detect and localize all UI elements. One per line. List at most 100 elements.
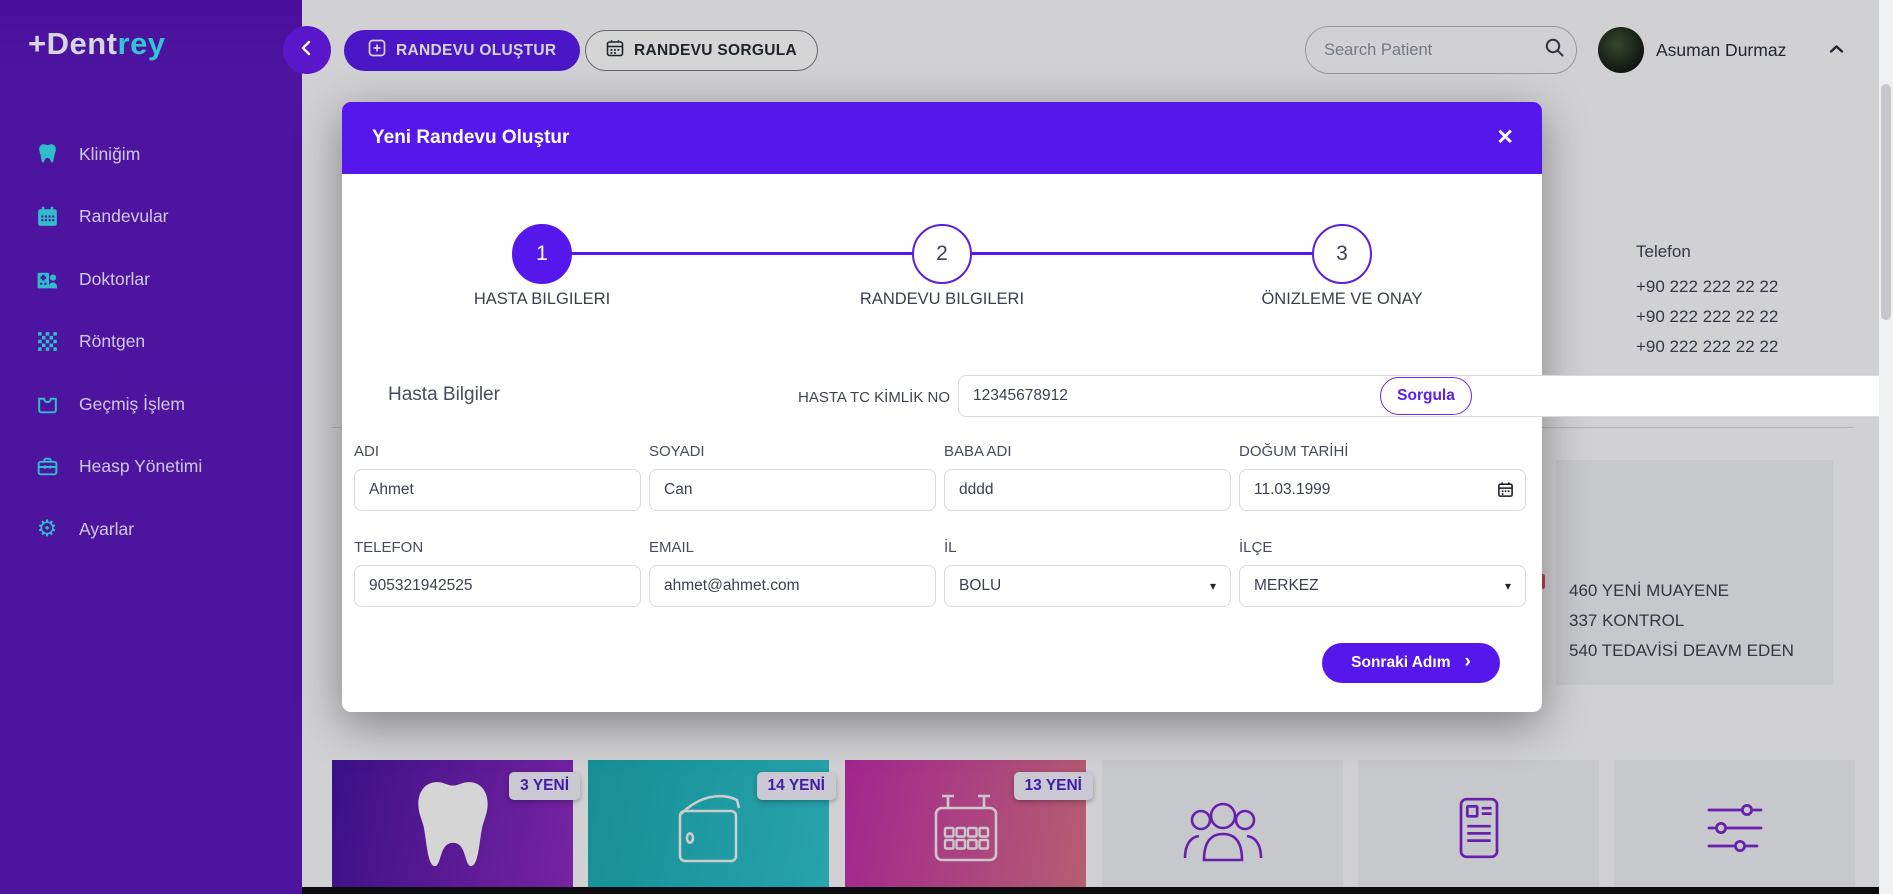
kpi-badge: 13 YENİ xyxy=(1013,772,1093,800)
kpi-card-payments[interactable]: 14 YENİ xyxy=(588,760,836,894)
kpi-card-staff[interactable] xyxy=(1102,760,1343,894)
sidebar-item-klinigim[interactable]: Kliniğim xyxy=(0,123,302,186)
kpi-card-appointments[interactable]: 13 YENİ xyxy=(845,760,1093,894)
sidebar-item-label: Heasp Yönetimi xyxy=(79,456,203,477)
sidebar-item-label: Ayarlar xyxy=(79,518,135,539)
brand-logo-prefix: +Dent xyxy=(28,26,118,61)
randevu-olustur-label: RANDEVU OLUŞTUR xyxy=(396,41,557,59)
calendar-icon xyxy=(606,39,624,62)
search-input[interactable] xyxy=(1324,40,1544,60)
sidebar: +Dentrey Kliniğim Randevular Doktorlar xyxy=(0,0,302,894)
sonraki-adim-label: Sonraki Adım xyxy=(1351,654,1451,671)
brand-logo: +Dentrey xyxy=(28,26,166,62)
field-label: İL xyxy=(944,539,957,556)
doctors-icon xyxy=(34,266,60,292)
telefon-input[interactable] xyxy=(354,565,641,607)
field-ilce: İLÇE MERKEZ ▾ xyxy=(1239,539,1526,607)
baba-adi-input[interactable] xyxy=(944,469,1231,511)
sorgula-button[interactable]: Sorgula xyxy=(1380,377,1472,415)
sidebar-item-doktorlar[interactable]: Doktorlar xyxy=(0,248,302,311)
sidebar-item-randevular[interactable]: Randevular xyxy=(0,186,302,249)
kpi-card-patients[interactable]: 3 YENİ xyxy=(332,760,580,894)
sidebar-item-rontgen[interactable]: Röntgen xyxy=(0,311,302,374)
field-telefon: TELEFON xyxy=(354,539,641,607)
people-icon xyxy=(1171,780,1275,881)
dogum-tarihi-input[interactable] xyxy=(1239,469,1526,511)
chart-fragment xyxy=(1540,574,1545,589)
phone-number: +90 222 222 22 22 xyxy=(1636,337,1779,356)
user-name[interactable]: Asuman Durmaz xyxy=(1656,40,1787,60)
tc-kimlik-label: HASTA TC KİMLİK NO xyxy=(798,389,950,406)
plus-square-icon xyxy=(368,39,386,62)
step-1-indicator[interactable]: 1 xyxy=(512,224,572,284)
sidebar-nav: Kliniğim Randevular Doktorlar Röntgen xyxy=(0,123,302,561)
field-soyadi: SOYADI xyxy=(649,443,936,511)
close-icon[interactable]: ✕ xyxy=(1496,126,1514,149)
field-baba-adi: BABA ADI xyxy=(944,443,1231,511)
bottom-strip xyxy=(302,887,1893,894)
sidebar-item-label: Röntgen xyxy=(79,331,146,352)
xray-icon xyxy=(34,329,60,355)
randevu-olustur-button[interactable]: RANDEVU OLUŞTUR xyxy=(344,30,581,71)
sidebar-item-label: Kliniğim xyxy=(79,143,141,164)
step-2-indicator[interactable]: 2 xyxy=(912,224,972,284)
chevron-right-icon: › xyxy=(1464,651,1471,672)
step-3-indicator[interactable]: 3 xyxy=(1312,224,1372,284)
kpi-card-settings[interactable] xyxy=(1614,760,1855,894)
sliders-icon xyxy=(1683,780,1787,881)
sidebar-item-gecmis-islem[interactable]: Geçmiş İşlem xyxy=(0,373,302,436)
field-email: EMAIL xyxy=(649,539,936,607)
ilce-select[interactable]: MERKEZ ▾ xyxy=(1239,565,1526,607)
modal-title: Yeni Randevu Oluştur xyxy=(372,127,570,148)
field-label: SOYADI xyxy=(649,443,705,460)
sidebar-item-label: Doktorlar xyxy=(79,268,150,289)
document-icon xyxy=(1434,780,1524,881)
kpi-badge: 14 YENİ xyxy=(756,772,836,800)
scrollbar-thumb[interactable] xyxy=(1881,84,1891,320)
chevron-left-icon xyxy=(297,38,317,63)
randevu-sorgula-label: RANDEVU SORGULA xyxy=(634,41,797,59)
sidebar-item-hesap-yonetimi[interactable]: Heasp Yönetimi xyxy=(0,436,302,499)
field-adi: ADI xyxy=(354,443,641,511)
sidebar-item-label: Randevular xyxy=(79,206,169,227)
randevu-sorgula-button[interactable]: RANDEVU SORGULA xyxy=(585,30,818,71)
page-scrollbar[interactable] xyxy=(1879,0,1893,894)
sonraki-adim-button[interactable]: Sonraki Adım › xyxy=(1322,643,1500,683)
stat-tedavi: 540 TEDAVİSİ DEAVM EDEN xyxy=(1569,641,1794,660)
sidebar-item-label: Geçmiş İşlem xyxy=(79,393,185,414)
soyadi-input[interactable] xyxy=(649,469,936,511)
field-dogum-tarihi: DOĞUM TARİHİ xyxy=(1239,443,1526,511)
email-input[interactable] xyxy=(649,565,936,607)
phone-number: +90 222 222 22 22 xyxy=(1636,277,1779,296)
calendar-icon xyxy=(34,204,60,230)
field-label: TELEFON xyxy=(354,539,424,556)
adi-input[interactable] xyxy=(354,469,641,511)
step-3-label: ÖNIZLEME VE ONAY xyxy=(1261,290,1423,308)
step-2-label: RANDEVU BILGILERI xyxy=(859,290,1025,308)
phone-number: +90 222 222 22 22 xyxy=(1636,307,1779,326)
clinic-phone-block: Telefon +90 222 222 22 22 +90 222 222 22… xyxy=(1636,242,1778,362)
sidebar-collapse-button[interactable] xyxy=(283,26,331,74)
field-il: İL BOLU ▾ xyxy=(944,539,1231,607)
caret-down-icon: ▾ xyxy=(1504,579,1511,593)
caret-down-icon: ▾ xyxy=(1209,579,1216,593)
kpi-badge: 3 YENİ xyxy=(509,772,580,800)
stat-yeni-muayene: 460 YENİ MUAYENE xyxy=(1569,581,1729,600)
il-select-value: BOLU xyxy=(959,577,1002,594)
wallet-icon xyxy=(659,778,759,883)
briefcase-icon xyxy=(34,454,60,480)
chevron-up-icon[interactable] xyxy=(1828,42,1845,61)
stats-lines: 460 YENİ MUAYENE 337 KONTROL 540 TEDAVİS… xyxy=(1569,576,1794,666)
sidebar-item-ayarlar[interactable]: ⚙ Ayarlar xyxy=(0,498,302,561)
phone-title: Telefon xyxy=(1636,242,1691,261)
tooth-icon xyxy=(34,141,60,167)
field-label: ADI xyxy=(354,443,380,460)
user-avatar[interactable] xyxy=(1598,27,1644,73)
search-icon[interactable] xyxy=(1544,37,1565,63)
tooth-icon xyxy=(401,768,505,893)
il-select[interactable]: BOLU ▾ xyxy=(944,565,1231,607)
kpi-card-reports[interactable] xyxy=(1358,760,1599,894)
stat-kontrol: 337 KONTROL xyxy=(1569,611,1685,630)
gear-icon: ⚙ xyxy=(36,515,58,542)
